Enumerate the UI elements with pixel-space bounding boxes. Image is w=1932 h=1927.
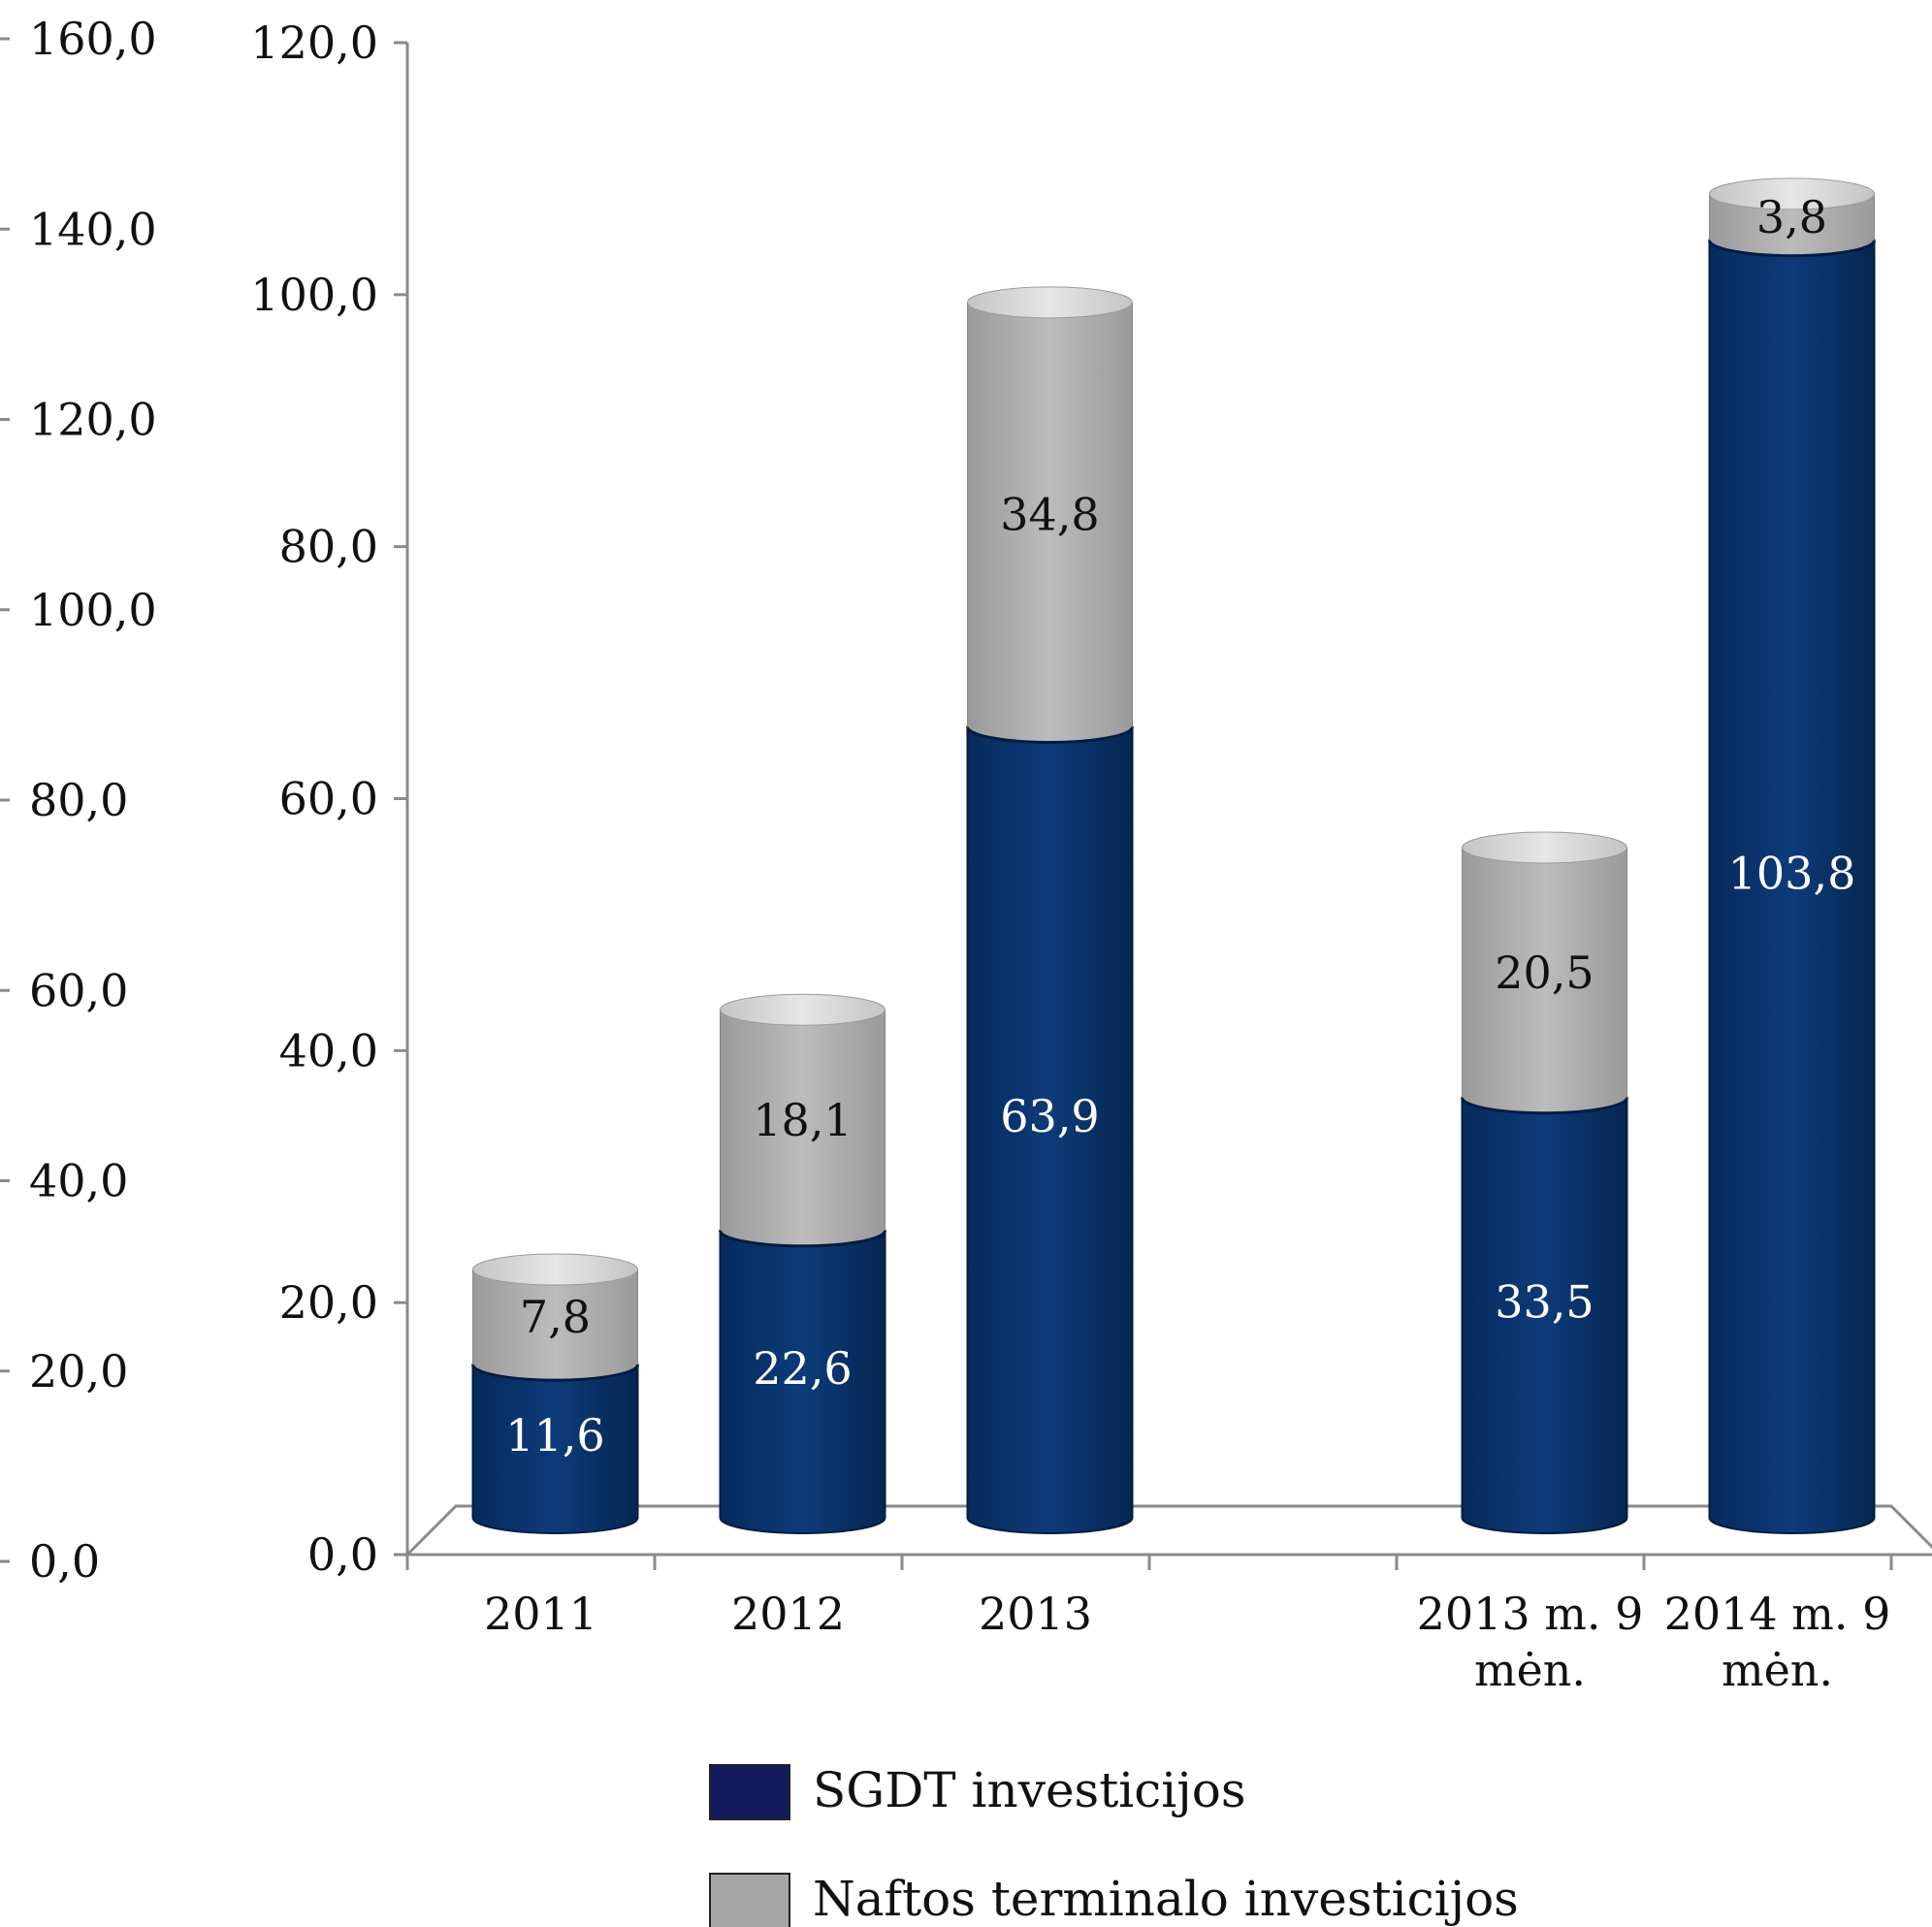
secondary-y-axis: 0,0 20,0 40,0 60,0 80,0 100,0 120,0 140,0 160,0: [0, 13, 157, 1588]
x-tick-label: 2012: [731, 1588, 845, 1640]
data-label-naftos: 34,8: [1000, 489, 1099, 541]
secondary-y-tick-label: 160,0: [29, 13, 157, 65]
data-label-sgdt: 63,9: [1000, 1090, 1099, 1142]
secondary-y-tick-label: 140,0: [29, 203, 157, 255]
secondary-y-tick-label: 80,0: [29, 774, 128, 826]
x-tick-label: mėn.: [1722, 1644, 1833, 1696]
data-label-sgdt: 22,6: [753, 1342, 852, 1395]
bar-segment-junction: [471, 1364, 639, 1382]
primary-y-tick-label: 120,0: [250, 16, 378, 69]
primary-y-tick-label: 0,0: [307, 1528, 378, 1581]
x-tick-label: mėn.: [1474, 1644, 1586, 1696]
bar-segment-junction: [1461, 1097, 1628, 1115]
bar-stack: 63,9 34,8: [966, 286, 1134, 1534]
bar-stack: 11,6 7,8: [471, 1253, 639, 1534]
data-label-naftos: 3,8: [1756, 191, 1827, 243]
secondary-y-tick-label: 100,0: [29, 584, 157, 636]
bar-top-cap: [720, 993, 886, 1026]
x-tick-label: 2011: [484, 1588, 597, 1640]
primary-y-tick-label: 60,0: [279, 773, 378, 825]
bar-stack: 33,5 20,5: [1461, 831, 1628, 1534]
bar-series: 11,6 7,8 22,6 18,1 63,9 34,8 33,5 20,5 103,8 3,8: [471, 177, 1876, 1534]
secondary-y-tick-label: 60,0: [29, 964, 128, 1016]
secondary-y-tick-label: 20,0: [29, 1345, 128, 1397]
bar-segment-junction: [1708, 240, 1876, 258]
primary-y-tick-label: 100,0: [250, 269, 378, 321]
bar-segment-junction: [966, 726, 1134, 744]
bar-stack: 22,6 18,1: [719, 993, 886, 1534]
primary-y-tick-label: 40,0: [279, 1024, 378, 1076]
data-label-naftos: 7,8: [520, 1291, 591, 1343]
secondary-y-tick-label: 120,0: [29, 394, 157, 446]
data-label-sgdt: 33,5: [1495, 1275, 1594, 1328]
primary-y-axis: 0,0 20,0 40,0 60,0 80,0 100,0 120,0: [250, 16, 409, 1581]
legend-swatch: [709, 1873, 790, 1927]
data-label-naftos: 18,1: [753, 1094, 852, 1146]
x-tick-label: 2013: [979, 1588, 1092, 1640]
data-label-sgdt: 103,8: [1728, 847, 1856, 899]
x-tick-label: 2013 m. 9: [1417, 1588, 1644, 1640]
bar-top-cap: [472, 1253, 638, 1286]
x-tick-label: 2014 m. 9: [1664, 1588, 1891, 1640]
bar-top-cap: [967, 286, 1133, 319]
data-label-naftos: 20,5: [1495, 947, 1594, 999]
bar-stack: 103,8 3,8: [1708, 177, 1876, 1534]
secondary-y-tick-label: 40,0: [29, 1155, 128, 1207]
bar-top-cap: [1709, 177, 1875, 210]
data-label-sgdt: 11,6: [505, 1409, 604, 1461]
bar-top-cap: [1462, 831, 1627, 864]
legend: SGDT investicijos Naftos terminalo invest…: [709, 1762, 1519, 1927]
legend-label: Naftos terminalo investicijos: [813, 1871, 1519, 1927]
secondary-y-tick-label: 0,0: [29, 1535, 100, 1588]
primary-y-tick-label: 80,0: [279, 521, 378, 573]
bar-segment-junction: [719, 1230, 886, 1248]
primary-y-tick-label: 20,0: [279, 1276, 378, 1329]
legend-label: SGDT investicijos: [813, 1762, 1246, 1818]
legend-swatch: [709, 1764, 790, 1820]
